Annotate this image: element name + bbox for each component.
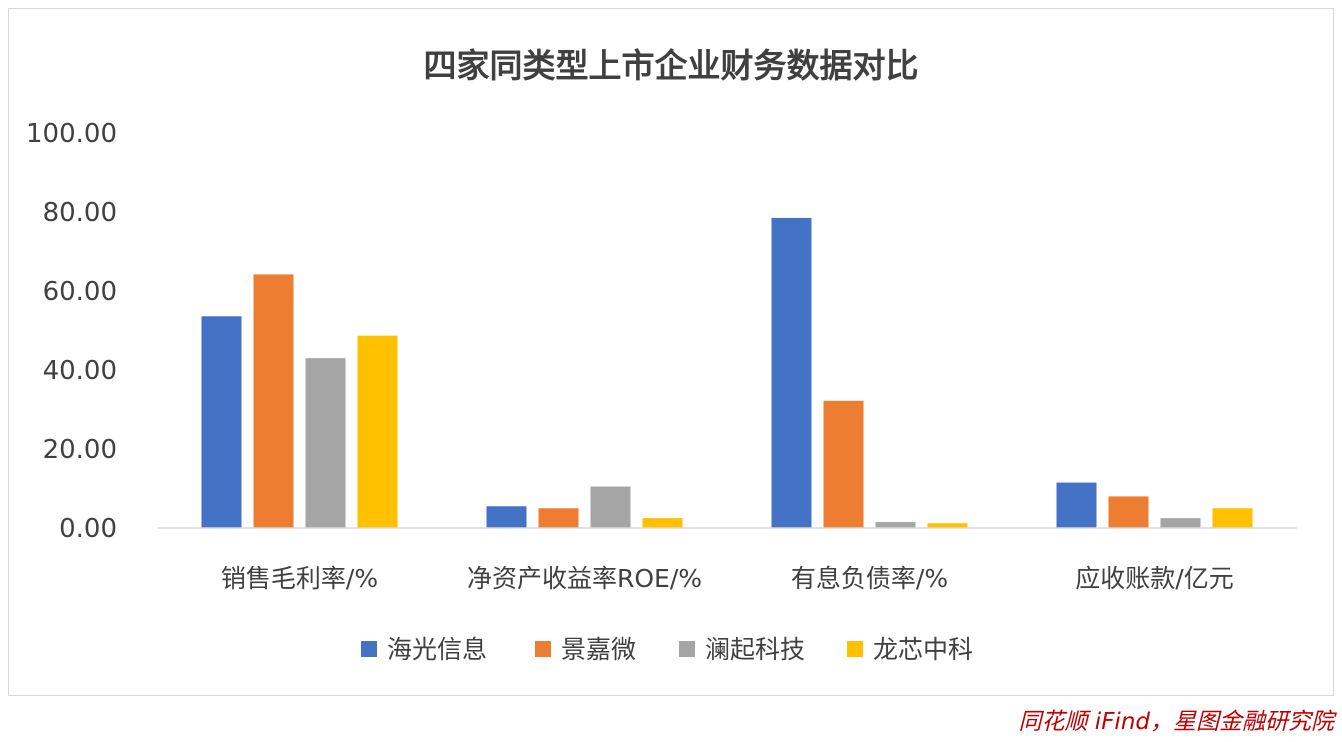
chart-frame: 四家同类型上市企业财务数据对比 0.00 20.00 40.00 60.00 80.00… [8,8,1334,696]
y-axis-ticks: 0.00 20.00 40.00 60.00 80.00 100.00 [26,119,117,544]
legend-swatch [847,641,863,657]
chart-title: 四家同类型上市企业财务数据对比 [424,46,919,85]
y-tick-label: 60.00 [43,277,117,307]
y-tick-label: 20.00 [43,435,117,465]
x-tick-label: 净资产收益率ROE/% [467,564,702,593]
y-tick-label: 40.00 [43,356,117,386]
bar [771,217,812,529]
chart-svg: 四家同类型上市企业财务数据对比 0.00 20.00 40.00 60.00 80.00… [26,46,1297,664]
legend-swatch [361,641,377,657]
bar [590,486,631,528]
legend-label: 龙芯中科 [873,635,973,664]
legend-label: 景嘉微 [561,635,636,664]
y-tick-label: 100.00 [26,119,117,149]
bar [823,400,864,528]
bars [201,217,1253,529]
bar [642,518,683,528]
x-tick-label: 销售毛利率/% [221,564,378,593]
legend-swatch [535,641,551,657]
legend-label: 澜起科技 [705,635,805,664]
bar [927,523,968,528]
bar [201,316,242,528]
bar [1160,518,1201,528]
bar [486,506,527,528]
bar [253,274,294,528]
bar [875,522,916,528]
legend: 海光信息 景嘉微 澜起科技 龙芯中科 [361,635,973,664]
y-tick-label: 80.00 [43,198,117,228]
x-tick-label: 有息负债率/% [791,564,948,593]
bar [1108,496,1149,528]
bar [1212,508,1253,528]
bar [357,335,398,528]
x-axis-ticks: 销售毛利率/% 净资产收益率ROE/% 有息负债率/% 应收账款/亿元 [221,564,1234,593]
legend-swatch [679,641,695,657]
legend-label: 海光信息 [387,635,487,664]
bar [1056,482,1097,528]
bar [305,358,346,528]
y-tick-label: 0.00 [59,514,117,544]
bar [538,508,579,528]
x-tick-label: 应收账款/亿元 [1075,564,1233,593]
source-watermark: 同花顺 iFind，星图金融研究院 [1018,709,1335,735]
